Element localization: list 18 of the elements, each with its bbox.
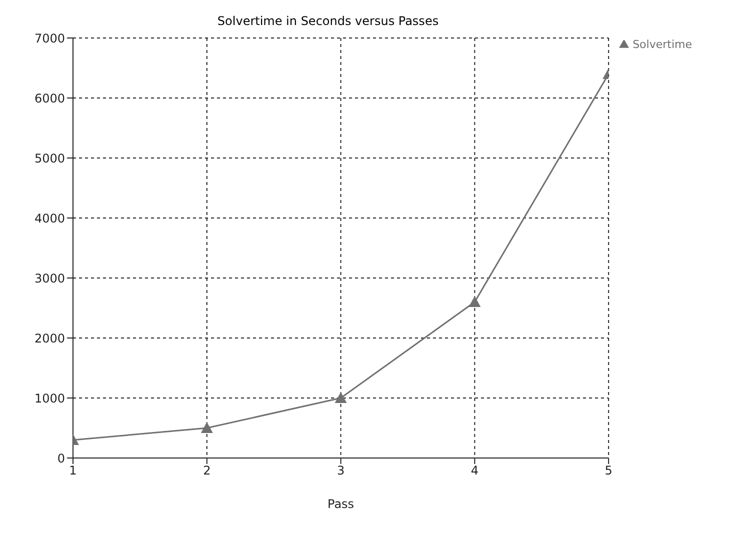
x-tick-label: 5 (604, 464, 612, 478)
y-tick-label: 6000 (34, 91, 65, 106)
y-tick-label: 3000 (34, 271, 65, 286)
y-tick-label: 1000 (34, 391, 65, 406)
x-tick-label: 4 (470, 464, 479, 478)
x-tick-label: 1 (69, 464, 77, 478)
x-tick-label: 3 (336, 464, 345, 478)
y-tick-label: 4000 (34, 211, 65, 226)
y-tick-label: 5000 (34, 151, 65, 166)
point (468, 296, 481, 307)
chart-title: Solvertime in Seconds versus Passes (216, 13, 440, 28)
y-tick-label: 0 (57, 451, 65, 466)
y-tick-label: 2000 (34, 331, 65, 346)
legend-label: Solvertime (632, 38, 692, 51)
x-axis-title: Pass (328, 497, 354, 511)
y-tick-label: 7000 (34, 31, 65, 46)
x-tick-label: 2 (203, 464, 211, 478)
point (334, 392, 347, 403)
